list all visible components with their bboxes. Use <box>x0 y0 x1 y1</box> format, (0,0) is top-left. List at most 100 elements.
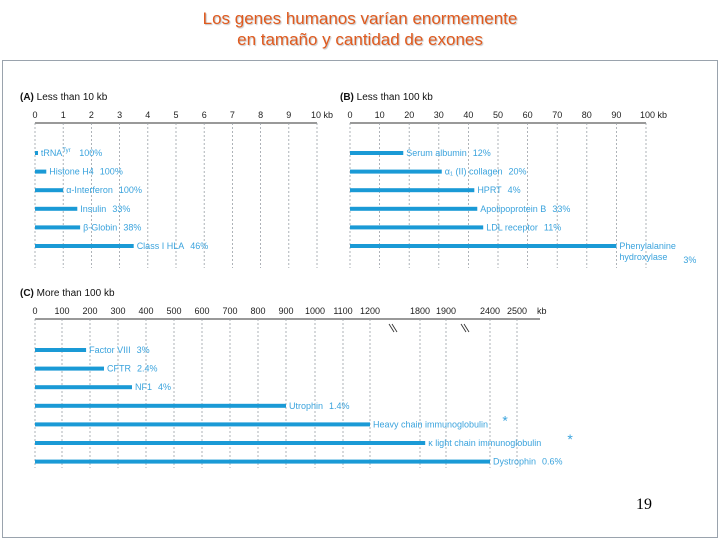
gene-name: Apolipoprotein B <box>480 204 546 214</box>
tick-label: 1800 <box>410 306 430 316</box>
axis-break-mark <box>463 323 470 333</box>
panel-title-letter: (B) <box>340 92 357 103</box>
tick-label: 2500 <box>507 306 527 316</box>
gene-name: Heavy chain immunoglobulin <box>373 419 488 429</box>
tick-label: 2400 <box>480 306 500 316</box>
tick-label: 10 kb <box>311 110 333 120</box>
gene-label: Phenylalanine hydroxylase 3% <box>619 241 696 265</box>
tick-label: 900 <box>278 306 293 316</box>
gene-name: tRNA <box>41 148 63 158</box>
tick-label: 100 <box>54 306 69 316</box>
gene-bar <box>350 206 478 211</box>
figure-frame <box>2 60 718 538</box>
gene-name: κ light chain immunoglobulin <box>428 438 541 448</box>
gene-label: Heavy chain immunoglobulin <box>373 419 488 429</box>
tick-label: 0 <box>347 110 352 120</box>
gene-bar <box>350 169 442 174</box>
tick-label: 200 <box>82 306 97 316</box>
gene-label: Class I HLA 46% <box>137 241 209 251</box>
tick-label: 5 <box>173 110 178 120</box>
gene-bar <box>35 385 132 390</box>
gene-bar <box>350 225 484 230</box>
gene-name: α₁ (II) collagen <box>445 167 503 177</box>
gene-bar <box>35 188 64 193</box>
gene-name: Dystrophin <box>493 457 536 467</box>
tick-label: 9 <box>286 110 291 120</box>
tick-label: 20 <box>404 110 414 120</box>
gene-bar <box>35 441 426 445</box>
gene-bar <box>35 169 47 174</box>
panel-title: (C) More than 100 kb <box>20 288 115 299</box>
exon-percent: 100% <box>119 185 142 195</box>
gene-name: Phenylalanine <box>619 241 676 251</box>
exon-percent: 2.4% <box>137 364 158 374</box>
tick-label: 8 <box>258 110 263 120</box>
gene-label: κ light chain immunoglobulin <box>428 438 541 448</box>
panel-title-letter: (C) <box>20 288 37 299</box>
gene-name: Insulin <box>80 204 106 214</box>
tick-label: 4 <box>145 110 150 120</box>
gene-spacer <box>71 148 74 158</box>
tick-label: 600 <box>194 306 209 316</box>
tick-label: 2 <box>89 110 94 120</box>
gene-label: NF1 4% <box>135 382 171 392</box>
exon-percent: 4% <box>508 185 521 195</box>
gene-label: Histone H4 100% <box>49 167 123 177</box>
panel-title: (B) Less than 100 kb <box>340 92 433 103</box>
gene-label: Apolipoprotein B 33% <box>480 204 570 214</box>
tick-label: 1000 <box>305 306 325 316</box>
tick-label: 70 <box>552 110 562 120</box>
axis-break-mark <box>391 323 398 333</box>
gene-bar <box>35 348 87 352</box>
asterisk-mark: * <box>567 431 573 447</box>
gene-name: Factor VIII <box>89 345 131 355</box>
exon-percent: 38% <box>123 222 141 232</box>
gene-name-line-2: hydroxylase <box>619 252 667 262</box>
gene-label: CFTR 2.4% <box>107 364 158 374</box>
tick-label: 30 <box>434 110 444 120</box>
gene-name: Utrophin <box>289 401 323 411</box>
gene-bar <box>350 151 404 155</box>
gene-bar <box>350 244 617 248</box>
exon-percent: 100% <box>100 167 123 177</box>
gene-bar <box>35 244 134 248</box>
gene-bar <box>35 225 81 230</box>
tick-label: 40 <box>463 110 473 120</box>
tick-label: 1 <box>61 110 66 120</box>
tick-label: 50 <box>493 110 503 120</box>
exon-percent: 46% <box>190 241 208 251</box>
gene-bar <box>35 366 104 371</box>
gene-name: Serum albumin <box>406 148 467 158</box>
tick-label: 0 <box>32 306 37 316</box>
slide-title-line-1: Los genes humanos varían enormemente <box>202 9 518 28</box>
gene-bar <box>35 422 370 427</box>
panel-title-text: Less than 10 kb <box>37 92 108 103</box>
gene-label: Utrophin 1.4% <box>289 401 350 411</box>
gene-name: NF1 <box>135 382 152 392</box>
gene-name-sup: Tyr <box>62 148 70 154</box>
tick-label: kb <box>537 306 547 316</box>
tick-label: 400 <box>138 306 153 316</box>
gene-bar <box>35 206 78 211</box>
gene-name: β-Globin <box>83 222 117 232</box>
gene-name: HPRT <box>477 185 502 195</box>
page-number: 19 <box>636 496 652 513</box>
exon-percent: 33% <box>552 204 570 214</box>
gene-label: Insulin 33% <box>80 204 130 214</box>
axis-break-mark <box>388 323 395 333</box>
tick-label: 1900 <box>436 306 456 316</box>
tick-label: 3 <box>117 110 122 120</box>
gene-name: LDL receptor <box>486 222 538 232</box>
tick-label: 700 <box>222 306 237 316</box>
slide-title: Los genes humanos varían enormemente en … <box>0 8 720 50</box>
exon-percent: 0.6% <box>542 457 563 467</box>
tick-label: 6 <box>202 110 207 120</box>
exon-percent: 4% <box>158 382 171 392</box>
gene-name: α-Interferon <box>66 185 113 195</box>
tick-label: 0 <box>32 110 37 120</box>
gene-bar <box>35 151 38 155</box>
tick-label: 300 <box>110 306 125 316</box>
gene-bar <box>35 459 490 464</box>
panel-title-text: More than 100 kb <box>37 288 115 299</box>
